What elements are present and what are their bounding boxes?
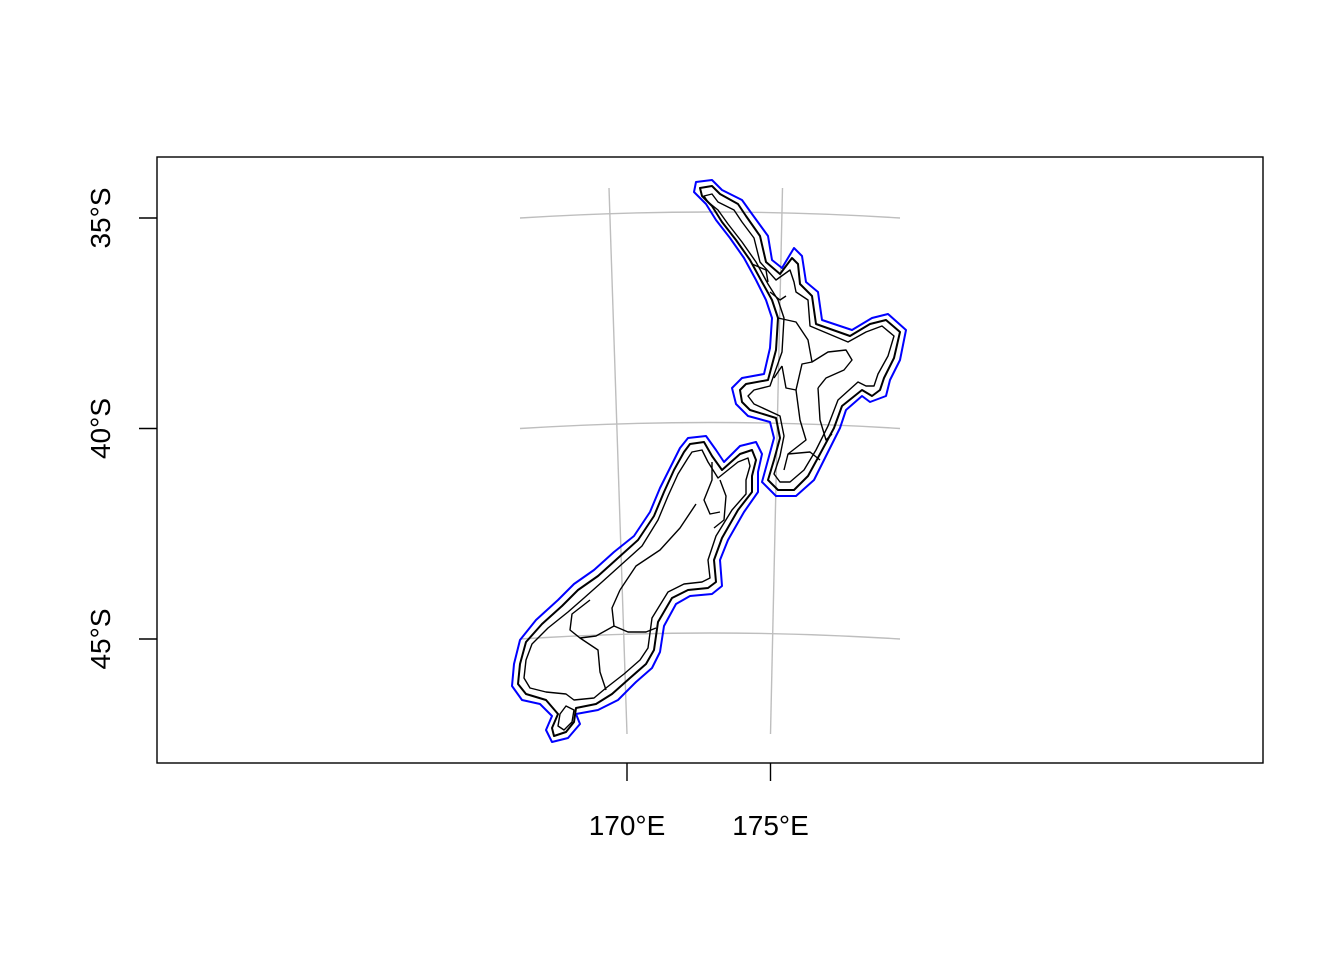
south-island-outline xyxy=(523,449,751,701)
regions xyxy=(523,193,895,731)
north-island-inner-buffer xyxy=(699,185,901,491)
north-island-outline xyxy=(703,193,895,483)
y-tick-label: 40°S xyxy=(85,398,116,459)
south-island-outer-buffer xyxy=(511,435,763,743)
y-tick-label: 45°S xyxy=(85,608,116,669)
graticule-meridian-170 xyxy=(608,187,628,735)
south-boundary-tasman xyxy=(703,462,721,515)
inner-buffer xyxy=(517,185,901,737)
y-axis: 35°S 40°S 45°S xyxy=(85,187,157,670)
north-boundary-taranaki xyxy=(773,365,783,379)
north-boundary-auckland xyxy=(769,291,787,301)
north-boundary-waikato xyxy=(777,317,813,391)
north-boundary-northland xyxy=(751,263,769,283)
graticule-meridian-175 xyxy=(769,187,784,735)
north-island-outer-buffer xyxy=(693,179,907,497)
y-tick-label: 35°S xyxy=(85,187,116,248)
outer-buffer xyxy=(511,179,907,743)
north-boundary-manawatu xyxy=(783,389,807,471)
south-island-inner-buffer xyxy=(517,441,757,737)
south-boundary-westcoast xyxy=(619,503,697,591)
north-boundary-wellington xyxy=(787,451,821,461)
south-boundary-southland xyxy=(579,637,607,691)
plot-frame xyxy=(156,156,1264,764)
x-axis: 170°E 175°E xyxy=(589,763,809,841)
north-boundary-hawkesbay xyxy=(817,387,833,441)
stewart-island-outline xyxy=(557,705,575,731)
graticule-parallel-40 xyxy=(519,421,901,430)
x-tick-label: 170°E xyxy=(589,810,666,841)
south-boundary-otago xyxy=(569,599,615,639)
south-boundary-canterbury xyxy=(611,589,657,633)
graticule-parallel-45 xyxy=(519,632,901,640)
south-boundary-marlborough xyxy=(713,479,727,529)
x-tick-label: 175°E xyxy=(732,810,809,841)
north-boundary-bop xyxy=(811,349,853,389)
